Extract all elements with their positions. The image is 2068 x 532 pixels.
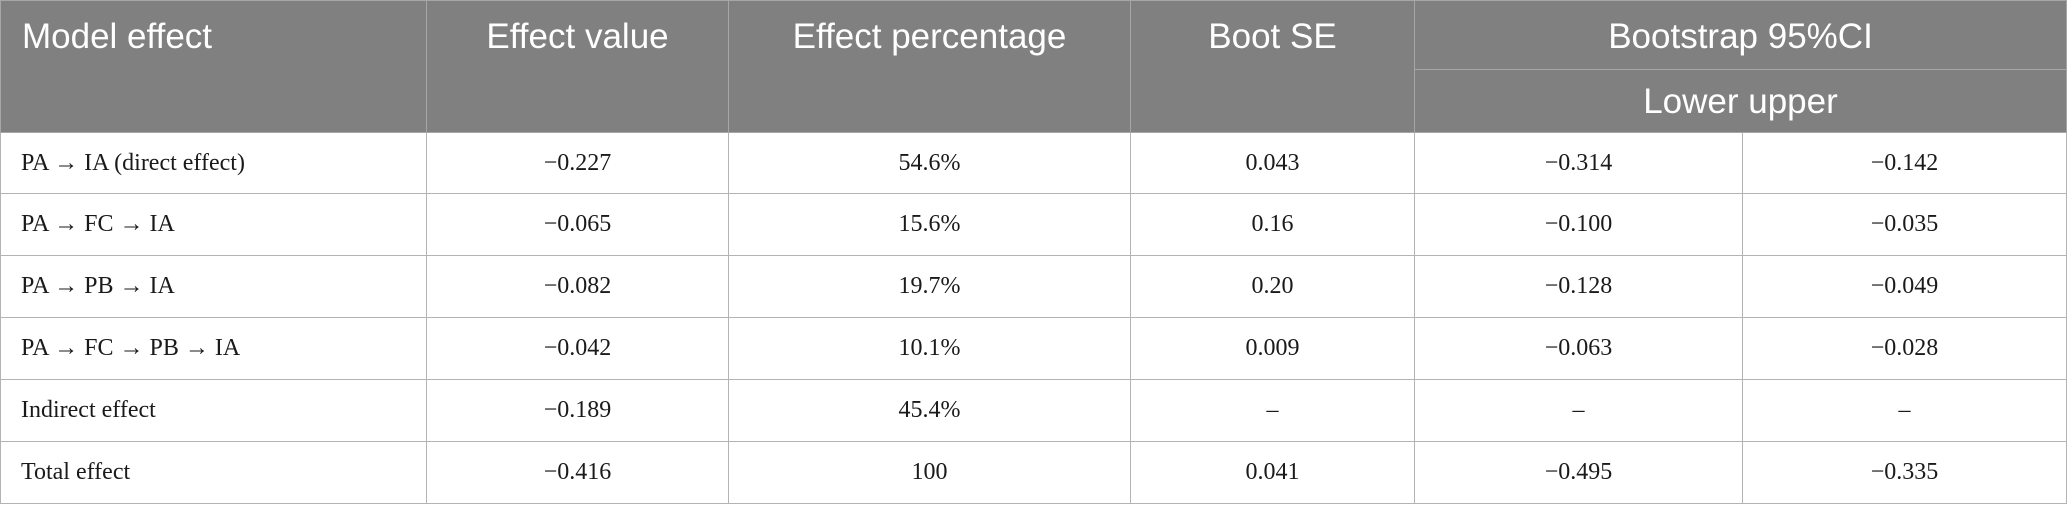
cell-ci-upper: −0.028 xyxy=(1742,317,2067,380)
cell-boot-se: 0.20 xyxy=(1130,255,1415,318)
cell-boot-se: 0.009 xyxy=(1130,317,1415,380)
cell-ci-lower: −0.100 xyxy=(1414,193,1743,256)
cell-ci-upper: −0.049 xyxy=(1742,255,2067,318)
header-effect-percentage: Effect percentage xyxy=(728,0,1131,133)
cell-model: PA → IA (direct effect) xyxy=(0,132,427,194)
cell-effect-percentage: 100 xyxy=(728,441,1131,504)
cell-model: Total effect xyxy=(0,441,427,504)
cell-effect-percentage: 54.6% xyxy=(728,132,1131,194)
mediation-effects-table-container: Model effect Effect value Effect percent… xyxy=(0,0,2067,504)
table-row: PA → PB → IA −0.082 19.7% 0.20 −0.128 −0… xyxy=(0,255,2067,318)
cell-boot-se: – xyxy=(1130,379,1415,442)
header-row-1: Model effect Effect value Effect percent… xyxy=(0,0,2067,133)
cell-model: Indirect effect xyxy=(0,379,427,442)
table-body: PA → IA (direct effect) −0.227 54.6% 0.0… xyxy=(0,132,2067,504)
cell-effect-value: −0.082 xyxy=(426,255,729,318)
cell-effect-value: −0.042 xyxy=(426,317,729,380)
cell-boot-se: 0.16 xyxy=(1130,193,1415,256)
cell-ci-lower: – xyxy=(1414,379,1743,442)
header-row-2: Lower upper xyxy=(1,69,2067,133)
cell-model: PA → FC → IA xyxy=(0,193,427,256)
cell-ci-upper: −0.335 xyxy=(1742,441,2067,504)
cell-ci-upper: – xyxy=(1742,379,2067,442)
cell-effect-percentage: 19.7% xyxy=(728,255,1131,318)
header-lower-upper: Lower upper xyxy=(1414,69,2067,133)
table-row: Total effect −0.416 100 0.041 −0.495 −0.… xyxy=(0,441,2067,504)
header-bootstrap-ci: Bootstrap 95%CI xyxy=(1414,0,2067,70)
cell-effect-value: −0.416 xyxy=(426,441,729,504)
table-row: Indirect effect −0.189 45.4% – – – xyxy=(0,379,2067,442)
cell-effect-value: −0.189 xyxy=(426,379,729,442)
cell-effect-value: −0.065 xyxy=(426,193,729,256)
cell-boot-se: 0.043 xyxy=(1130,132,1415,194)
header-boot-se: Boot SE xyxy=(1130,0,1415,133)
cell-ci-lower: −0.495 xyxy=(1414,441,1743,504)
header-model-effect: Model effect xyxy=(0,0,427,133)
table-header: Model effect Effect value Effect percent… xyxy=(0,0,2067,133)
cell-effect-percentage: 15.6% xyxy=(728,193,1131,256)
cell-model: PA → FC → PB → IA xyxy=(0,317,427,380)
table-row: PA → FC → IA −0.065 15.6% 0.16 −0.100 −0… xyxy=(0,193,2067,256)
cell-ci-upper: −0.035 xyxy=(1742,193,2067,256)
table-row: PA → FC → PB → IA −0.042 10.1% 0.009 −0.… xyxy=(0,317,2067,380)
cell-boot-se: 0.041 xyxy=(1130,441,1415,504)
mediation-effects-table: Model effect Effect value Effect percent… xyxy=(0,0,2067,504)
table-row: PA → IA (direct effect) −0.227 54.6% 0.0… xyxy=(0,132,2067,194)
cell-ci-lower: −0.063 xyxy=(1414,317,1743,380)
cell-effect-percentage: 45.4% xyxy=(728,379,1131,442)
cell-effect-percentage: 10.1% xyxy=(728,317,1131,380)
cell-ci-lower: −0.314 xyxy=(1414,132,1743,194)
cell-model: PA → PB → IA xyxy=(0,255,427,318)
header-effect-value: Effect value xyxy=(426,0,729,133)
cell-ci-upper: −0.142 xyxy=(1742,132,2067,194)
cell-effect-value: −0.227 xyxy=(426,132,729,194)
cell-ci-lower: −0.128 xyxy=(1414,255,1743,318)
